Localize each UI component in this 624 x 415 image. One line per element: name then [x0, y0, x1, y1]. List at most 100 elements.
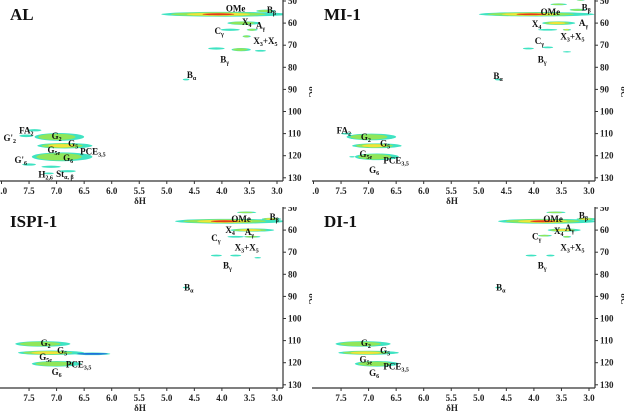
x-tick-label: 4.5	[189, 186, 201, 196]
y-tick-label: 50	[288, 0, 298, 6]
peak-label: X3+X5	[235, 242, 259, 254]
x-tick-label: 3.5	[556, 186, 568, 196]
y-tick-label: 110	[288, 336, 302, 346]
peak-contour	[42, 172, 54, 175]
y-tick-label: 80	[600, 269, 610, 279]
y-tick-label: 80	[288, 62, 298, 72]
peak-label: Bγ	[538, 260, 547, 272]
x-tick-label: 5.0	[473, 393, 485, 403]
x-tick-label: 4.0	[216, 186, 228, 196]
peak-contour	[208, 47, 225, 50]
peak-contour	[27, 129, 42, 132]
spectrum-panel-di-1: 7.5 7.0 6.5 6.0 5.5 5.0 4.5 4.0 3.5 3.0 50 60 70 80 90…	[312, 207, 624, 414]
x-tick-label: 5.5	[446, 186, 458, 196]
x-axis-label: δH	[134, 403, 146, 413]
y-tick-label: 60	[600, 225, 610, 235]
peak-contour	[495, 286, 501, 289]
y-tick-label: 90	[600, 84, 610, 94]
peak-label: Bβ	[267, 5, 276, 17]
peak-contour	[358, 154, 392, 160]
peak-label: OMe	[226, 4, 246, 14]
x-tick-label: 4.0	[216, 393, 228, 403]
y-tick-label: 110	[600, 129, 614, 139]
peak-label: FA2	[337, 125, 351, 137]
x-axis-label: δH	[134, 196, 146, 206]
peak-label: PCE3,5	[80, 146, 106, 158]
peak-label: X3+X5	[253, 36, 277, 48]
peak-label: Bγ	[220, 55, 229, 67]
x-tick-label: 7.5	[23, 393, 35, 403]
peak-contour	[247, 28, 256, 31]
peak-contour	[243, 35, 250, 38]
peak-label: X4	[225, 225, 235, 237]
peak-contour	[341, 132, 353, 135]
x-tick-label: 6.5	[79, 186, 91, 196]
peak-label: G2	[361, 132, 371, 144]
peak-label: Cγ	[535, 36, 545, 48]
x-tick-label: 6.5	[79, 393, 91, 403]
peak-label: Bα	[496, 283, 506, 295]
peak-label: G2	[52, 131, 62, 143]
x-tick-label: 7.5	[23, 186, 35, 196]
peak-contour	[548, 22, 566, 25]
peak-contour	[31, 351, 65, 355]
panel-title: ISPI-1	[10, 212, 57, 231]
peak-label: Bα	[493, 71, 503, 83]
peak-label: X3+X5	[560, 31, 584, 43]
peak-label: G5e	[48, 145, 61, 157]
peak-label: X4	[554, 226, 564, 238]
x-tick-label: 4.0	[528, 186, 540, 196]
peak-label: OMe	[541, 7, 561, 17]
panel-title: DI-1	[324, 212, 357, 231]
hsqc-chart-al: 8.0 7.5 7.0 6.5 6.0 5.5 5.0 4.5 4.0 3.5 3.0 50 60 70 8…	[0, 0, 312, 206]
x-tick-label: 3.0	[271, 186, 283, 196]
peak-contour	[539, 234, 550, 237]
x-tick-label: 3.0	[271, 393, 283, 403]
peak-label: G2	[361, 338, 371, 350]
y-tick-label: 50	[600, 0, 610, 6]
contour-layer	[19, 9, 283, 175]
peak-contour	[38, 133, 76, 141]
y-tick-label: 100	[600, 107, 614, 117]
peak-label: Aγ	[245, 227, 255, 239]
x-tick-label: 7.5	[335, 393, 347, 403]
x-tick-label: 4.5	[189, 393, 201, 403]
peak-label: G5	[380, 139, 390, 151]
y-tick-label: 90	[288, 291, 298, 301]
peak-contour	[232, 48, 248, 51]
panel-title: AL	[10, 5, 34, 24]
contour-layer	[15, 211, 283, 367]
peak-contour	[36, 153, 82, 161]
peak-contour	[182, 78, 190, 81]
peak-contour	[538, 28, 558, 31]
y-tick-label: 130	[288, 380, 302, 390]
x-tick-label: 6.5	[391, 393, 403, 403]
peak-label: G5e	[360, 149, 373, 161]
peak-label: X4	[242, 17, 252, 29]
peak-label: Bγ	[223, 260, 232, 272]
peak-contour	[547, 211, 563, 214]
hsqc-chart-mi-1: 8.0 7.5 7.0 6.5 6.0 5.5 5.0 4.5 4.0 3.5 3.0 50 60 70 8…	[312, 0, 624, 206]
contour-layer	[341, 0, 595, 161]
peak-contour	[562, 51, 572, 53]
y-tick-label: 50	[600, 207, 610, 213]
spectrum-panel-mi-1: 8.0 7.5 7.0 6.5 6.0 5.5 5.0 4.5 4.0 3.5 3.0 50 60 70 8…	[312, 0, 624, 207]
x-tick-label: 6.5	[391, 186, 403, 196]
x-tick-label: 6.0	[106, 393, 118, 403]
peak-label: G6	[63, 153, 73, 165]
y-tick-label: 130	[600, 173, 614, 183]
peak-contour	[570, 8, 584, 11]
y-tick-label: 120	[600, 151, 614, 161]
peak-contour	[257, 9, 273, 13]
peak-contour	[494, 78, 502, 81]
peak-contour	[563, 236, 570, 238]
negative-peak-core	[77, 353, 108, 355]
x-tick-label: 6.0	[418, 186, 430, 196]
peak-label: Stα, β	[56, 169, 74, 181]
peak-contour	[59, 170, 76, 173]
y-tick-label: 100	[288, 314, 302, 324]
peak-contour	[580, 218, 591, 220]
hsqc-chart-di-1: 7.5 7.0 6.5 6.0 5.5 5.0 4.5 4.0 3.5 3.0 50 60 70 80 90…	[312, 207, 624, 413]
x-tick-label: 7.0	[363, 186, 375, 196]
contour-layer	[335, 211, 595, 367]
